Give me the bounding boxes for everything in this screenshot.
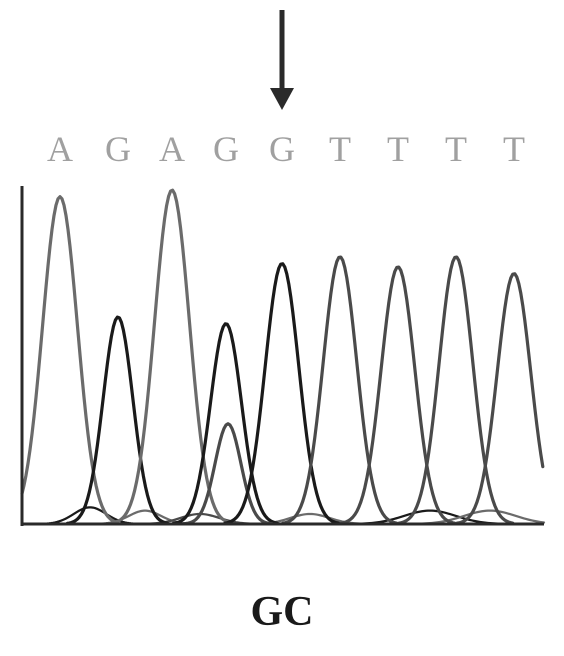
base-label-7: T — [445, 128, 467, 170]
base-label-6: T — [387, 128, 409, 170]
chromatogram-figure: AGAGGTTTT GC — [0, 0, 564, 656]
pointer-arrow-region — [0, 8, 564, 118]
base-label-0: A — [47, 128, 73, 170]
chromatogram-plot — [0, 186, 564, 544]
base-label-1: G — [105, 128, 131, 170]
base-label-5: T — [329, 128, 351, 170]
base-call-row: AGAGGTTTT — [0, 128, 564, 176]
base-label-3: G — [213, 128, 239, 170]
base-label-4: G — [269, 128, 295, 170]
down-arrow-icon — [265, 8, 299, 114]
base-label-8: T — [503, 128, 525, 170]
genotype-label: GC — [251, 588, 314, 636]
base-label-2: A — [159, 128, 185, 170]
